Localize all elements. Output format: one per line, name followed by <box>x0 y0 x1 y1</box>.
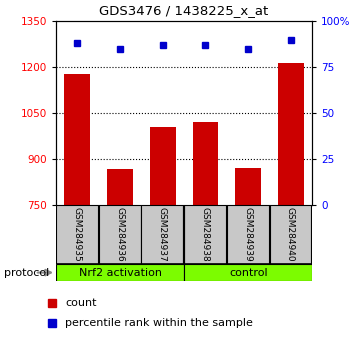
Text: GSM284939: GSM284939 <box>243 207 252 262</box>
Bar <box>193 122 218 205</box>
Bar <box>235 168 261 205</box>
Text: control: control <box>229 268 268 278</box>
Bar <box>56 264 184 281</box>
Bar <box>184 264 312 281</box>
Text: GSM284936: GSM284936 <box>115 207 124 262</box>
Text: GSM284935: GSM284935 <box>73 207 81 262</box>
Bar <box>278 63 304 205</box>
Text: GSM284938: GSM284938 <box>201 207 209 262</box>
Text: percentile rank within the sample: percentile rank within the sample <box>65 318 253 329</box>
Bar <box>99 205 140 264</box>
Bar <box>270 205 312 264</box>
Bar <box>107 169 133 205</box>
Bar <box>184 205 226 264</box>
Bar <box>227 205 269 264</box>
Text: count: count <box>65 298 97 308</box>
Text: GSM284937: GSM284937 <box>158 207 167 262</box>
Bar <box>56 205 98 264</box>
Title: GDS3476 / 1438225_x_at: GDS3476 / 1438225_x_at <box>100 4 269 17</box>
Bar <box>65 74 90 205</box>
Text: GSM284940: GSM284940 <box>286 207 295 262</box>
Text: Nrf2 activation: Nrf2 activation <box>79 268 161 278</box>
Text: protocol: protocol <box>4 268 49 278</box>
Bar <box>142 205 183 264</box>
Bar <box>150 127 175 205</box>
